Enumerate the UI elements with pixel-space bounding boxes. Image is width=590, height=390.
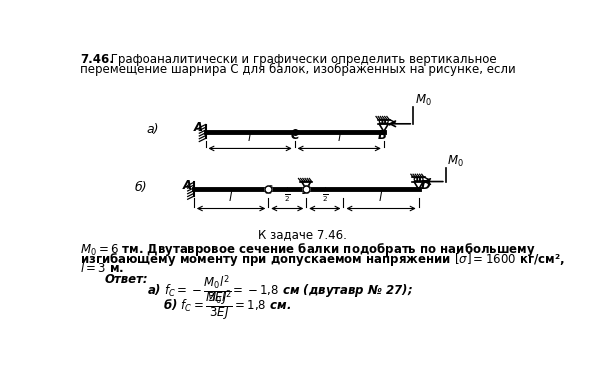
Text: Ответ:: Ответ: <box>105 273 148 286</box>
Text: а) $f_C = -\dfrac{M_0 l^2}{3EJ} = -1{,}8$ см (двутавр № 27);: а) $f_C = -\dfrac{M_0 l^2}{3EJ} = -1{,}8… <box>148 273 414 308</box>
Text: б): б) <box>135 181 148 194</box>
Text: б) $f_C = \dfrac{M_0 l^2}{3EJ} = 1{,}8$ см.: б) $f_C = \dfrac{M_0 l^2}{3EJ} = 1{,}8$ … <box>163 289 291 323</box>
Text: изгибающему моменту при допускаемом напряжении $[\sigma] = 1600$ кг/см²,: изгибающему моменту при допускаемом напр… <box>80 251 565 268</box>
Text: B: B <box>301 184 311 197</box>
Text: C: C <box>264 184 273 197</box>
Text: B: B <box>378 129 386 142</box>
Text: $l$: $l$ <box>228 190 234 204</box>
Text: $M_0$: $M_0$ <box>415 93 431 108</box>
Text: К задаче 7.46.: К задаче 7.46. <box>258 228 347 241</box>
Text: A: A <box>194 121 203 134</box>
Text: D: D <box>421 179 431 191</box>
Text: $M_0$: $M_0$ <box>447 154 464 169</box>
Text: $\frac{l}{2}$: $\frac{l}{2}$ <box>322 185 328 204</box>
Text: а): а) <box>146 124 159 136</box>
Text: C: C <box>290 129 299 142</box>
Text: Графоаналитически и графически определить вертикальное: Графоаналитически и графически определит… <box>107 53 497 66</box>
Text: $l = 3$ м.: $l = 3$ м. <box>80 261 124 275</box>
Text: A: A <box>182 179 192 191</box>
Text: $l$: $l$ <box>378 190 384 204</box>
Text: $l$: $l$ <box>336 130 342 144</box>
Text: $l$: $l$ <box>247 130 253 144</box>
Text: $M_0 = 6$ тм. Двутавровое сечение балки подобрать по наибольшему: $M_0 = 6$ тм. Двутавровое сечение балки … <box>80 241 536 258</box>
Text: $\frac{l}{2}$: $\frac{l}{2}$ <box>284 185 290 204</box>
Text: перемещение шарнира C для балок, изображенных на рисунке, если: перемещение шарнира C для балок, изображ… <box>80 63 516 76</box>
Text: 7.46.: 7.46. <box>80 53 114 66</box>
